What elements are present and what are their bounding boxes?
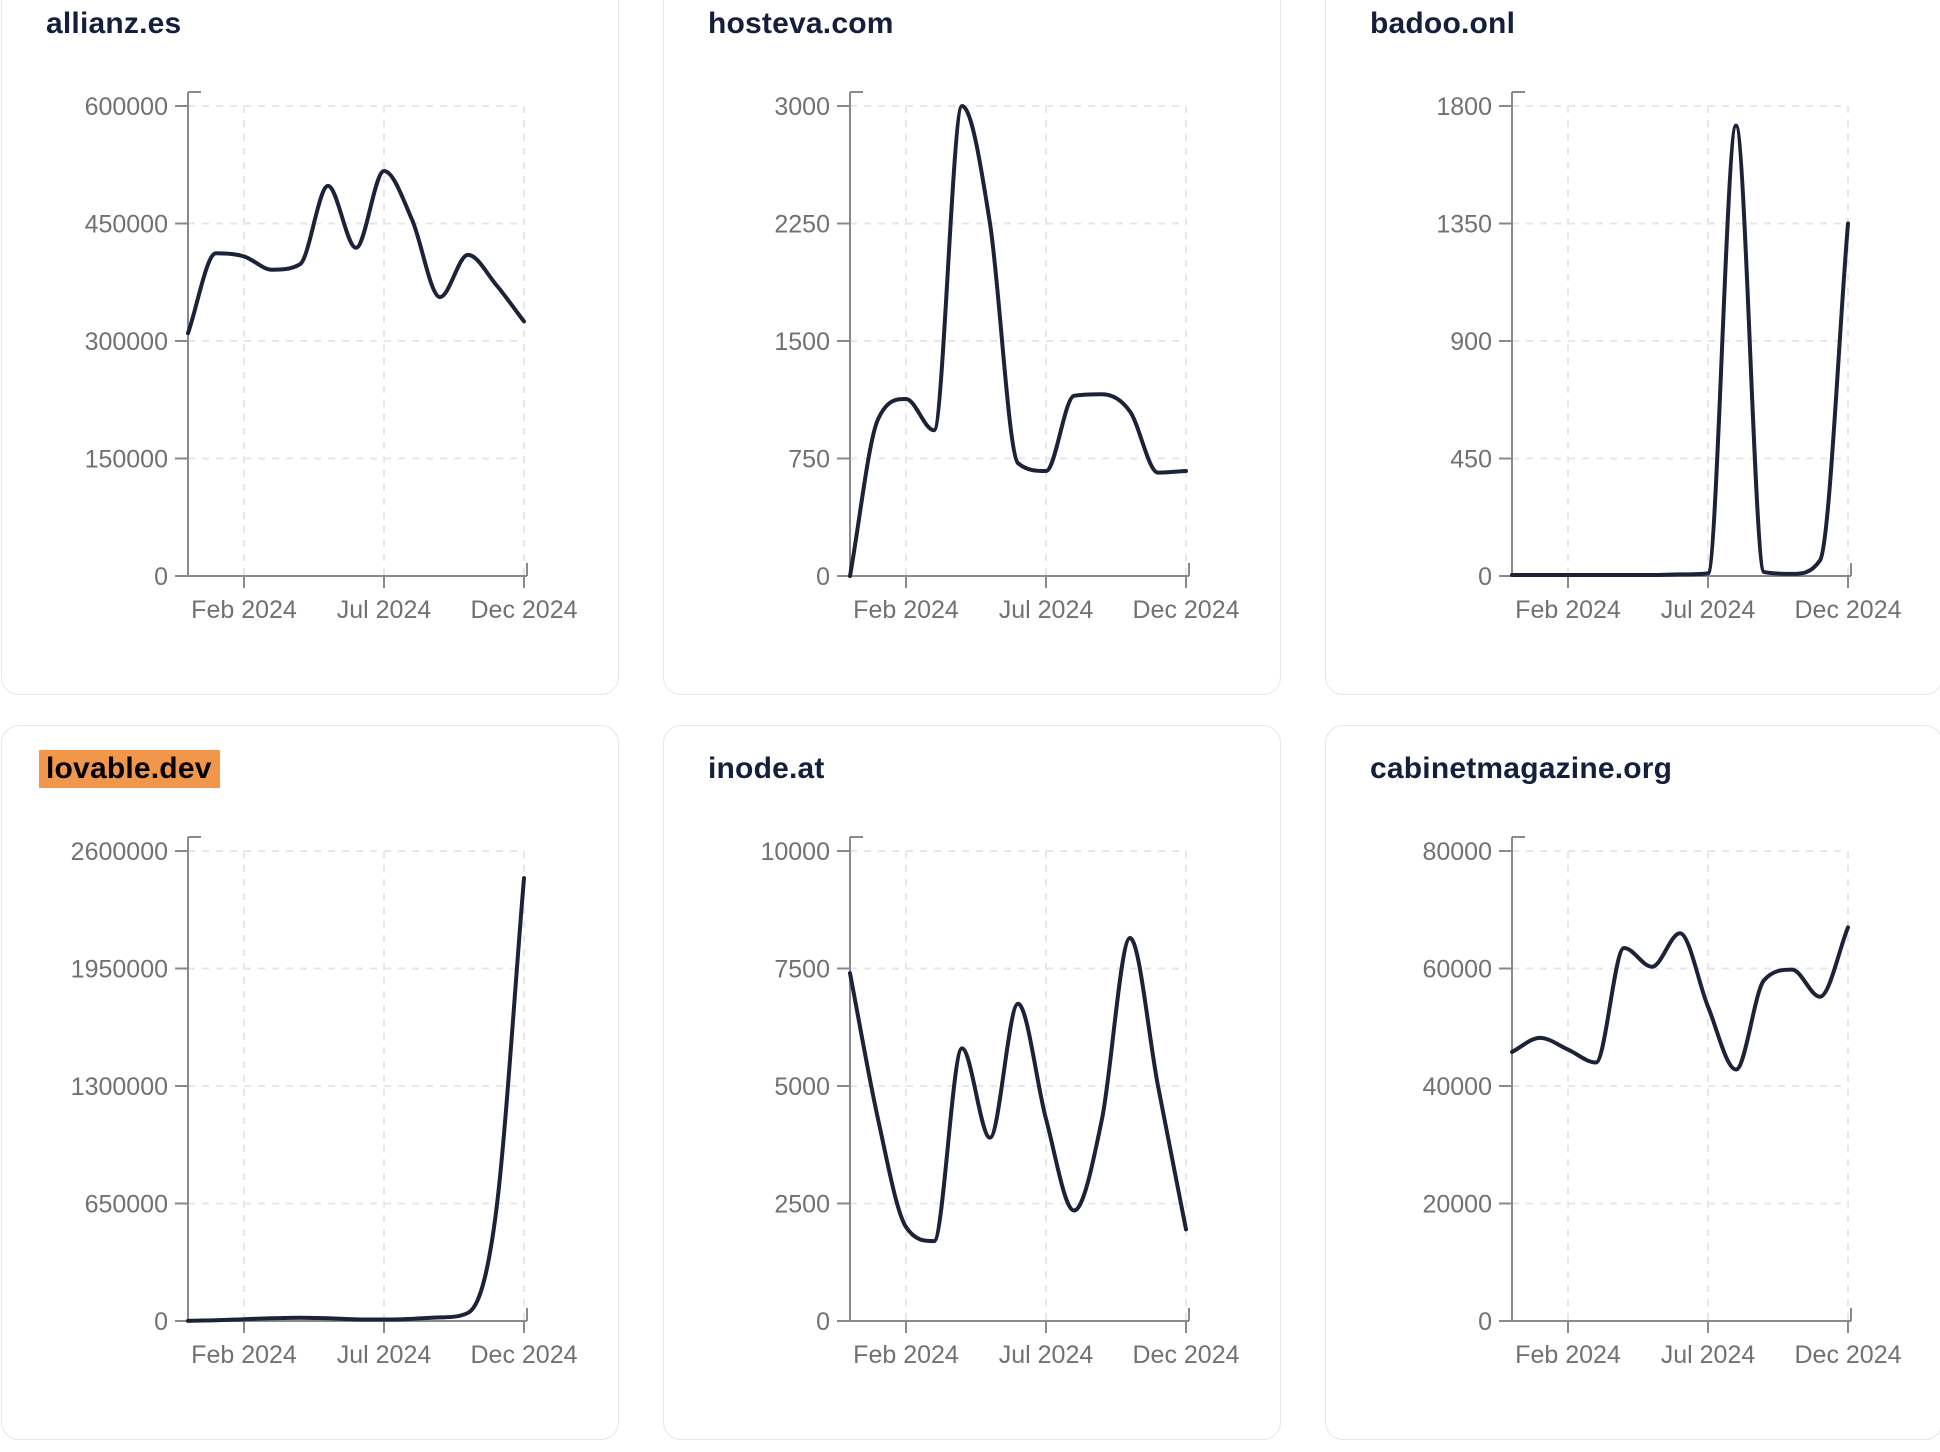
domain-title-text: inode.at [708, 752, 825, 785]
y-tick-label: 650000 [85, 1190, 168, 1218]
x-tick-label: Dec 2024 [470, 596, 577, 624]
y-tick-label: 750 [788, 445, 830, 473]
y-tick-label: 3000 [774, 93, 830, 121]
y-tick-label: 300000 [85, 328, 168, 356]
y-tick-label: 0 [154, 1308, 168, 1336]
x-tick-label: Jul 2024 [337, 596, 432, 624]
chart-card-hosteva.com[interactable]: hosteva.com 0 750 1500 2250 3000 Feb 2024 Jul … [663, 0, 1281, 695]
domain-title: lovable.dev [39, 750, 220, 788]
domain-title: cabinetmagazine.org [1370, 750, 1672, 788]
domain-title: hosteva.com [708, 5, 894, 43]
y-tick-label: 900 [1450, 328, 1492, 356]
y-tick-label: 10000 [760, 838, 830, 866]
series-line [1510, 123, 1850, 577]
x-tick-label: Feb 2024 [191, 1341, 297, 1369]
x-tick-label: Dec 2024 [1132, 596, 1239, 624]
x-tick-label: Jul 2024 [1661, 596, 1756, 624]
traffic-line-chart: 0 450 900 1350 1800 Feb 2024 Jul 2024 Dec 2024 [1436, 91, 1902, 624]
x-tick-label: Feb 2024 [1515, 596, 1621, 624]
x-tick-label: Jul 2024 [999, 1341, 1094, 1369]
chart-card-cabinetmagazine.org[interactable]: cabinetmagazine.org 0 20000 40000 60000 8000… [1325, 725, 1940, 1440]
y-tick-label: 0 [154, 563, 168, 591]
y-tick-label: 2500 [774, 1190, 830, 1218]
y-tick-label: 20000 [1422, 1190, 1492, 1218]
y-tick-label: 0 [1478, 563, 1492, 591]
series-line [186, 876, 526, 1323]
chart-card-allianz.es[interactable]: allianz.es 0 150000 300000 450000 600000 Feb … [1, 0, 619, 695]
y-tick-label: 1950000 [71, 955, 168, 983]
traffic-line-chart: 0 750 1500 2250 3000 Feb 2024 Jul 2024 Dec 2024 [774, 91, 1240, 624]
series-line [186, 169, 526, 336]
chart-card-inode.at[interactable]: inode.at 0 2500 5000 7500 10000 Feb 2024 Jul 2… [663, 725, 1281, 1440]
y-tick-label: 7500 [774, 955, 830, 983]
x-tick-label: Jul 2024 [999, 596, 1094, 624]
y-tick-label: 150000 [85, 445, 168, 473]
y-tick-label: 80000 [1422, 838, 1492, 866]
traffic-line-chart: 0 650000 1300000 1950000 2600000 Feb 2024 Jul … [71, 836, 578, 1369]
y-tick-label: 0 [816, 1308, 830, 1336]
traffic-line-chart: 0 2500 5000 7500 10000 Feb 2024 Jul 2024 Dec 20… [760, 836, 1240, 1369]
chart-card-badoo.onl[interactable]: badoo.onl 0 450 900 1350 1800 Feb 2024 Jul 202… [1325, 0, 1940, 695]
x-tick-label: Dec 2024 [470, 1341, 577, 1369]
y-tick-label: 600000 [85, 93, 168, 121]
y-tick-label: 2600000 [71, 838, 168, 866]
domain-title: badoo.onl [1370, 5, 1515, 43]
domain-title-text: allianz.es [46, 7, 182, 40]
y-tick-label: 1350 [1436, 210, 1492, 238]
x-tick-label: Dec 2024 [1794, 1341, 1901, 1369]
domain-title-text-highlighted: lovable.dev [39, 750, 220, 788]
x-tick-label: Jul 2024 [1661, 1341, 1756, 1369]
traffic-line-chart: 0 150000 300000 450000 600000 Feb 2024 Jul 202… [85, 91, 578, 624]
x-tick-label: Jul 2024 [337, 1341, 432, 1369]
domain-title: allianz.es [46, 5, 181, 43]
y-tick-label: 40000 [1422, 1073, 1492, 1101]
domain-title-text: hosteva.com [708, 7, 894, 40]
series-line [848, 935, 1188, 1244]
x-tick-label: Dec 2024 [1132, 1341, 1239, 1369]
y-tick-label: 0 [816, 563, 830, 591]
x-tick-label: Feb 2024 [853, 596, 959, 624]
x-tick-label: Feb 2024 [1515, 1341, 1621, 1369]
series-line [1510, 925, 1850, 1072]
x-tick-label: Dec 2024 [1794, 596, 1901, 624]
x-tick-label: Feb 2024 [853, 1341, 959, 1369]
x-tick-label: Feb 2024 [191, 596, 297, 624]
traffic-line-chart: 0 20000 40000 60000 80000 Feb 2024 Jul 2024 Dec… [1422, 836, 1902, 1369]
y-tick-label: 450 [1450, 445, 1492, 473]
y-tick-label: 0 [1478, 1308, 1492, 1336]
series-line [848, 104, 1188, 578]
chart-card-lovable.dev[interactable]: lovable.dev 0 650000 1300000 1950000 2600000… [1, 725, 619, 1440]
domain-title-text: cabinetmagazine.org [1370, 752, 1673, 785]
y-tick-label: 1300000 [71, 1073, 168, 1101]
y-tick-label: 2250 [774, 210, 830, 238]
y-tick-label: 450000 [85, 210, 168, 238]
domain-title-text: badoo.onl [1370, 7, 1516, 40]
y-tick-label: 1500 [774, 328, 830, 356]
y-tick-label: 5000 [774, 1073, 830, 1101]
domain-title: inode.at [708, 750, 825, 788]
y-tick-label: 60000 [1422, 955, 1492, 983]
y-tick-label: 1800 [1436, 93, 1492, 121]
